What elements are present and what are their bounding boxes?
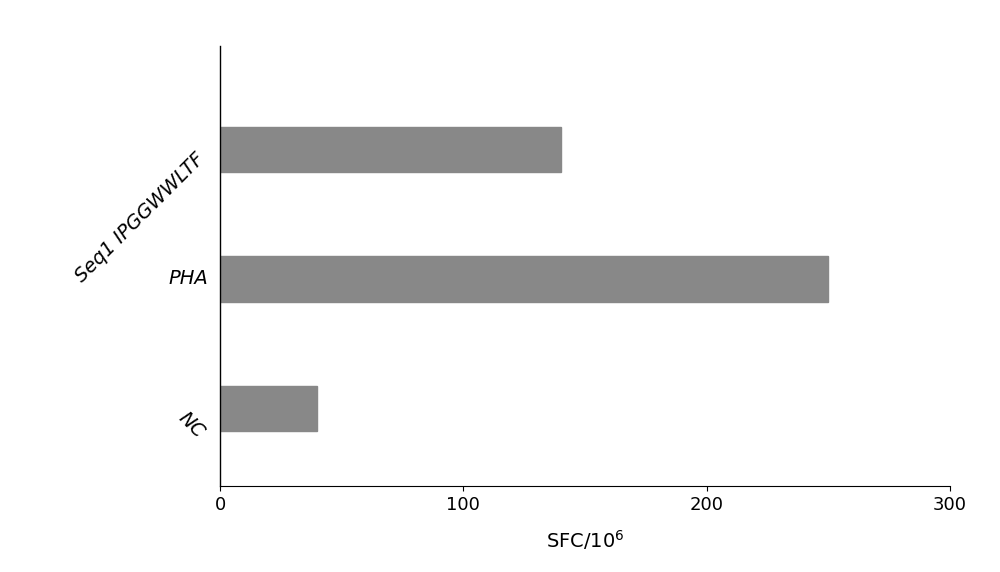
X-axis label: SFC/10$^6$: SFC/10$^6$ [546, 528, 624, 552]
Bar [220, 386, 317, 431]
Bar [220, 256, 828, 301]
Bar [220, 127, 561, 172]
